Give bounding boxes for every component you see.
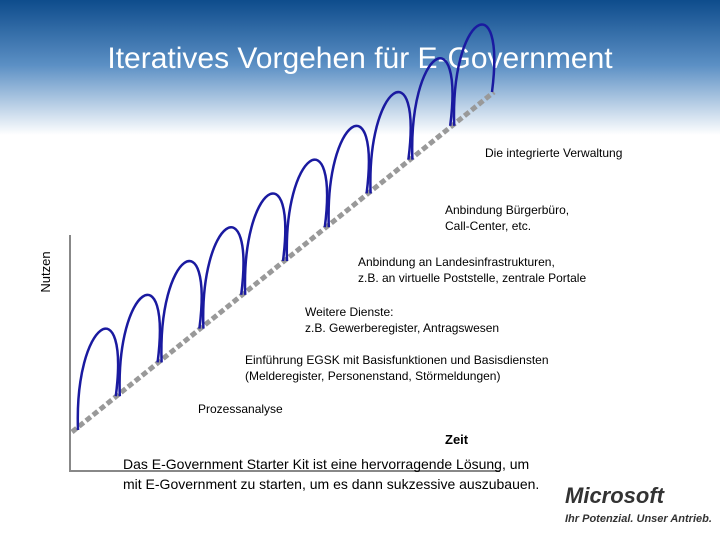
loop xyxy=(327,124,371,228)
loop xyxy=(76,327,120,431)
stage-label: z.B. Gewerberegister, Antragswesen xyxy=(305,321,499,335)
title: Iteratives Vorgehen für E-Government xyxy=(107,42,613,75)
stage-label: Weitere Dienste: xyxy=(305,305,393,319)
iteration-loops xyxy=(76,23,496,431)
stage-label: Anbindung an Landesinfrastrukturen, xyxy=(358,255,555,269)
loop xyxy=(118,293,162,397)
stage-label: Die integrierte Verwaltung xyxy=(485,146,622,160)
footer-text: mit E-Government zu starten, um es dann … xyxy=(123,476,539,492)
loop xyxy=(369,90,412,194)
loop xyxy=(243,192,287,295)
x-axis-label: Zeit xyxy=(445,432,469,447)
logo-slogan: Ihr Potenzial. Unser Antrieb. xyxy=(565,513,712,525)
logo-brand: Microsoft xyxy=(565,483,666,508)
loop xyxy=(452,23,496,126)
stage-label: Einführung EGSK mit Basisfunktionen und … xyxy=(245,353,549,367)
stage-label: z.B. an virtuelle Poststelle, zentrale P… xyxy=(358,271,586,285)
progress-line xyxy=(70,90,496,434)
footer-text: Das E-Government Starter Kit ist eine he… xyxy=(123,456,529,472)
stage-label: (Melderegister, Personenstand, Störmeldu… xyxy=(245,369,500,383)
stage-label: Prozessanalyse xyxy=(198,402,283,416)
loop xyxy=(411,57,454,160)
loop xyxy=(160,259,203,363)
y-axis-label: Nutzen xyxy=(38,251,53,292)
stage-label: Call-Center, etc. xyxy=(445,219,531,233)
logo: Microsoft Ihr Potenzial. Unser Antrieb. xyxy=(565,483,712,525)
loop xyxy=(202,226,245,329)
stage-label: Anbindung Bürgerbüro, xyxy=(445,203,569,217)
loop xyxy=(285,158,329,262)
